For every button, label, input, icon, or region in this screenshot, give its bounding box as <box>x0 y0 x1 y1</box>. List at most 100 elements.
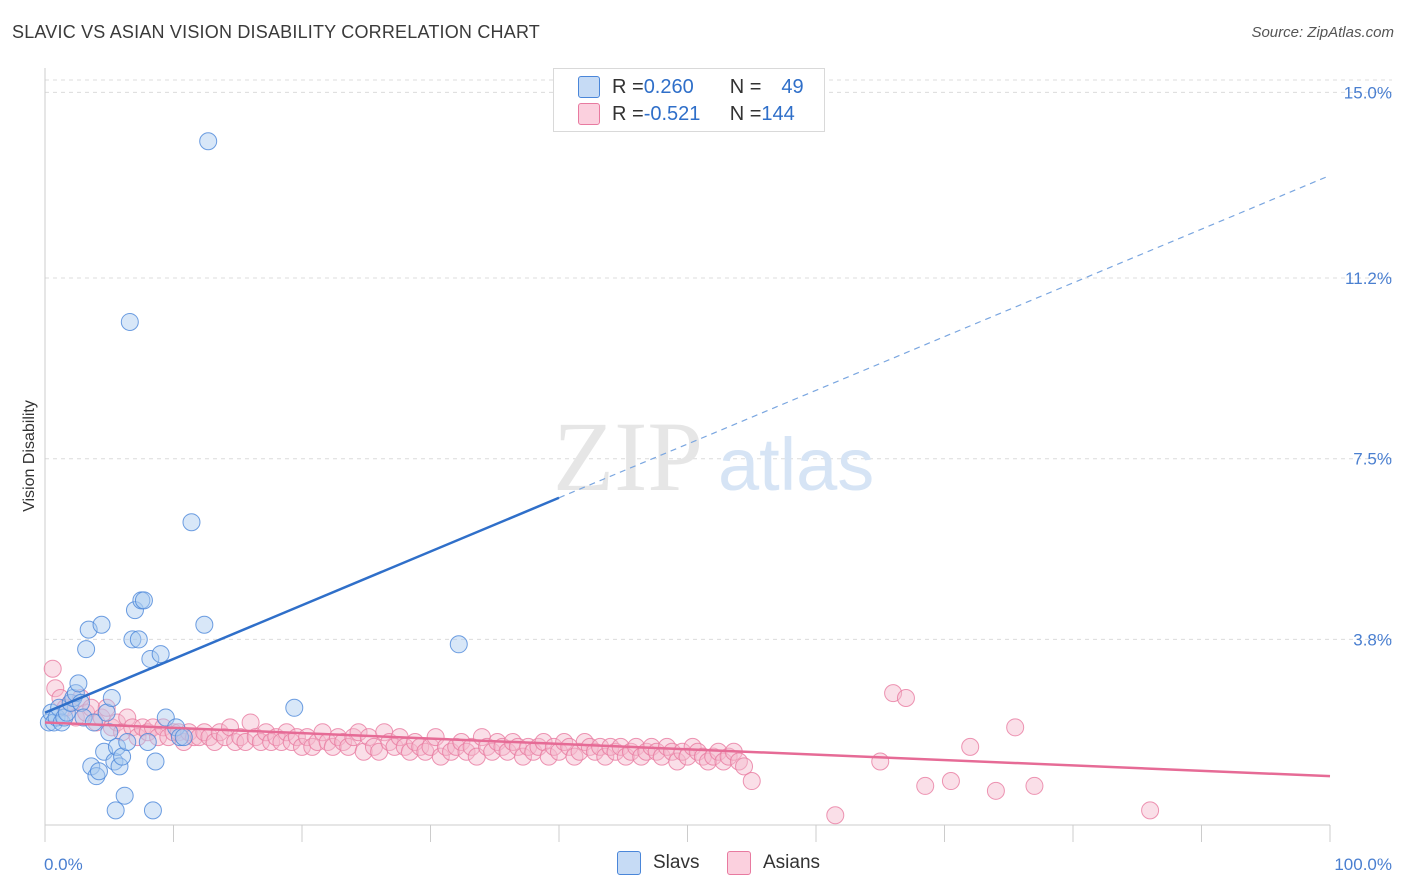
slavs-point <box>285 698 304 717</box>
asians-point <box>226 732 245 751</box>
slavs-point <box>120 312 139 331</box>
asians-point <box>452 732 471 751</box>
slavs-trend-extension <box>558 174 1331 499</box>
x-tick-labels: 0.0% 100.0% <box>44 855 1392 874</box>
legend-row-slavs: R = 0.260 N = 49 <box>578 74 804 100</box>
x-tick-label: 100.0% <box>1334 855 1392 874</box>
y-axis-title: Vision Disability <box>21 400 38 512</box>
asians-point <box>447 737 466 756</box>
n-value: 49 <box>781 75 804 98</box>
asians-point <box>323 737 342 756</box>
asians-point <box>961 737 980 756</box>
slavs-point <box>115 786 134 805</box>
watermark-zip: ZIP <box>553 401 703 512</box>
r-value: -0.521 <box>643 102 701 125</box>
asians-point <box>431 747 450 766</box>
r-value: 0.260 <box>643 75 694 98</box>
y-tick-label: 7.5% <box>1353 450 1392 469</box>
slavs-point <box>195 615 214 634</box>
asians-point <box>668 752 687 771</box>
asians-point <box>43 659 62 678</box>
slavs-point <box>100 723 119 742</box>
asians-point <box>210 723 229 742</box>
asians-point <box>231 728 250 747</box>
grid-lines <box>45 79 1392 640</box>
n-value: 144 <box>761 102 795 125</box>
asians-point <box>539 747 558 766</box>
asians-point <box>1006 718 1025 737</box>
asians-point <box>215 728 234 747</box>
slavs-point <box>92 615 111 634</box>
asians-point <box>986 781 1005 800</box>
slavs-point <box>138 732 157 751</box>
asians-point <box>128 728 147 747</box>
asians-point <box>334 732 353 751</box>
asians-point <box>704 747 723 766</box>
legend-item-asians: Asians <box>727 851 820 875</box>
slavs-legend-label: Slavs <box>653 852 700 873</box>
asians-point <box>580 737 599 756</box>
y-tick-label: 11.2% <box>1345 269 1392 288</box>
asians-point <box>826 806 845 825</box>
slavs-legend-swatch <box>617 851 641 875</box>
trend-lines <box>44 174 1331 778</box>
slavs-point <box>449 635 468 654</box>
source-note: Source: ZipAtlas.com <box>1251 24 1394 41</box>
asians-point <box>97 698 116 717</box>
asians-point <box>742 772 761 791</box>
n-label: N = <box>729 102 762 125</box>
asians-point <box>735 757 754 776</box>
y-tick-label: 3.8% <box>1353 630 1392 649</box>
asians-point <box>1141 801 1160 820</box>
asians-point <box>871 752 890 771</box>
asians-point <box>205 732 224 751</box>
asians-point <box>262 732 281 751</box>
asians-trend-line <box>44 721 1331 778</box>
asians-point <box>555 732 574 751</box>
asians-points <box>43 659 1160 825</box>
asians-point <box>941 772 960 791</box>
axes <box>44 68 1331 842</box>
slavs-point <box>74 708 93 727</box>
slavs-point <box>84 713 103 732</box>
slavs-point <box>69 674 88 693</box>
asians-point <box>400 742 419 761</box>
asians-legend-swatch <box>727 851 751 875</box>
asians-point <box>514 747 533 766</box>
legend-item-slavs: Slavs <box>617 851 699 875</box>
slavs-point <box>89 762 108 781</box>
asians-point <box>596 747 615 766</box>
y-tick-labels: 3.8% 7.5% 11.2% 15.0% <box>1344 83 1392 649</box>
slavs-point <box>107 737 126 756</box>
slavs-swatch <box>578 76 600 98</box>
slavs-point <box>123 630 142 649</box>
asians-point <box>344 728 363 747</box>
correlation-legend: R = 0.260 N = 49 R = -0.521 N = 144 <box>553 68 825 132</box>
slavs-point <box>118 732 137 751</box>
slavs-point <box>129 630 148 649</box>
asians-point <box>673 742 692 761</box>
slavs-point <box>87 767 106 786</box>
slavs-trend-line <box>44 496 560 714</box>
asians-point <box>1025 776 1044 795</box>
y-tick-label: 15.0% <box>1344 83 1392 102</box>
slavs-point <box>125 601 144 620</box>
asians-point <box>896 689 915 708</box>
slavs-point <box>146 752 165 771</box>
watermark-atlas: atlas <box>718 423 874 506</box>
asians-legend-label: Asians <box>763 852 821 873</box>
asians-swatch <box>578 103 600 125</box>
r-label: R = <box>612 75 644 98</box>
slavs-point <box>106 801 125 820</box>
slavs-point <box>199 132 218 151</box>
n-label: N = <box>729 75 762 98</box>
x-tick-label: 0.0% <box>44 855 83 874</box>
slavs-point <box>182 513 201 532</box>
asians-point <box>236 732 255 751</box>
slavs-point <box>134 591 153 610</box>
asians-point <box>565 747 584 766</box>
slavs-point <box>174 728 193 747</box>
series-legend: Slavs Asians <box>0 851 1406 879</box>
slavs-point <box>77 640 96 659</box>
